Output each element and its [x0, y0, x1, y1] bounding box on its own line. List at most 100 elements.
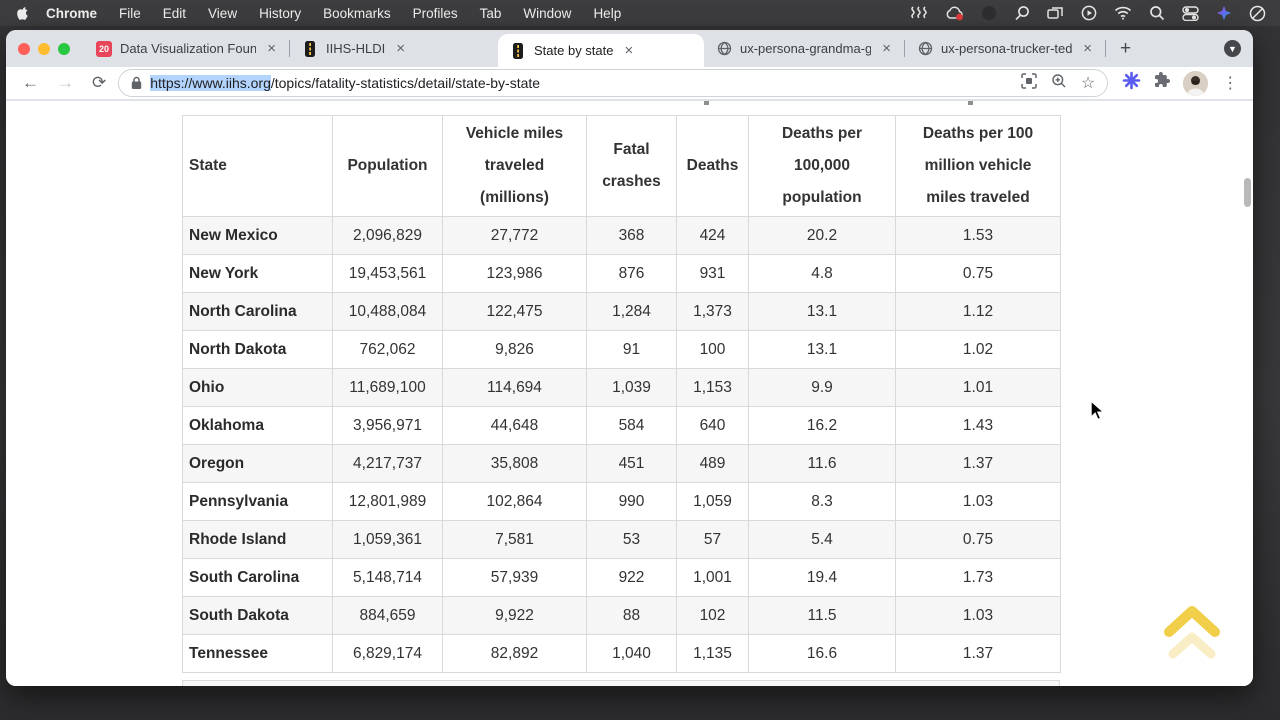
- zoom-window-button[interactable]: [58, 42, 70, 55]
- fatality-statistics-table: State Population Vehicle miles traveled …: [182, 115, 1061, 673]
- cell-deaths: 102: [676, 596, 749, 635]
- cell-vehicle-miles: 9,826: [442, 330, 587, 369]
- menu-tab[interactable]: Tab: [479, 5, 502, 21]
- cell-population: 2,096,829: [332, 216, 443, 255]
- scrollbar-thumb[interactable]: [1244, 178, 1251, 207]
- tab-separator: [289, 40, 290, 57]
- close-tab-icon[interactable]: ×: [1083, 40, 1092, 57]
- tab-iihs-hldi[interactable]: IIHS-HLDI ×: [290, 30, 498, 67]
- menu-help[interactable]: Help: [593, 5, 622, 21]
- cell-state: Oregon: [182, 444, 333, 483]
- cell-state: New York: [182, 254, 333, 293]
- cell-population: 19,453,561: [332, 254, 443, 293]
- play-circle-icon[interactable]: [1081, 5, 1097, 21]
- cell-state: Oklahoma: [182, 406, 333, 445]
- reload-button[interactable]: ⟳: [92, 73, 107, 92]
- raycast-icon[interactable]: [1216, 5, 1232, 21]
- cell-fatal-crashes: 451: [586, 444, 677, 483]
- cell-deaths-per-100k: 13.1: [748, 330, 896, 369]
- cell-deaths-per-100k: 16.6: [748, 634, 896, 673]
- tab-title: IIHS-HLDI: [326, 41, 386, 56]
- url-text[interactable]: https://www.iihs.org/topics/fatality-sta…: [150, 75, 540, 91]
- minimize-window-button[interactable]: [38, 42, 50, 55]
- cell-state: South Dakota: [182, 596, 333, 635]
- menu-edit[interactable]: Edit: [162, 5, 187, 21]
- back-button[interactable]: ←: [22, 73, 39, 92]
- spotlight-search-icon[interactable]: [1149, 5, 1165, 21]
- close-tab-icon[interactable]: ×: [624, 42, 634, 59]
- cell-vehicle-miles: 82,892: [442, 634, 587, 673]
- menu-history[interactable]: History: [259, 5, 302, 21]
- profile-avatar[interactable]: [1183, 70, 1209, 96]
- cell-fatal-crashes: 990: [586, 482, 677, 521]
- cell-population: 11,689,100: [332, 368, 443, 407]
- cell-deaths-per-100k: 13.1: [748, 292, 896, 331]
- cell-deaths: 100: [676, 330, 749, 369]
- cell-vehicle-miles: 102,864: [442, 482, 587, 521]
- header-vehicle-miles: Vehicle miles traveled (millions): [442, 115, 587, 217]
- cell-population: 5,148,714: [332, 558, 443, 597]
- table-row: North Dakota 762,062 9,826 91 100 13.1 1…: [182, 330, 1061, 369]
- cell-deaths-per-100k: 19.4: [748, 558, 896, 597]
- cell-vehicle-miles: 57,939: [442, 558, 587, 597]
- wavy-lines-icon[interactable]: [910, 5, 928, 21]
- cell-state: North Carolina: [182, 292, 333, 331]
- menu-bookmarks[interactable]: Bookmarks: [323, 5, 391, 21]
- new-tab-button[interactable]: +: [1120, 37, 1132, 59]
- address-bar-icons: ☆: [1021, 72, 1096, 94]
- tab-search-dropdown[interactable]: ▼: [1224, 40, 1241, 57]
- cell-state: North Dakota: [182, 330, 333, 369]
- globe-favicon: [716, 41, 732, 57]
- zoom-magnifier-icon[interactable]: [1014, 5, 1030, 21]
- apple-menu-icon[interactable]: [14, 5, 29, 22]
- close-tab-icon[interactable]: ×: [882, 40, 891, 57]
- close-tab-icon[interactable]: ×: [267, 40, 276, 57]
- creative-cloud-icon[interactable]: [945, 6, 964, 21]
- tab-title: State by state: [534, 43, 614, 58]
- cell-population: 3,956,971: [332, 406, 443, 445]
- tab-ux-persona-grandma[interactable]: ux-persona-grandma-gin ×: [704, 30, 904, 67]
- cell-fatal-crashes: 1,284: [586, 292, 677, 331]
- menu-file[interactable]: File: [119, 5, 141, 21]
- browser-toolbar: ← → ⟳ https://www.iihs.org/topics/fatali…: [6, 67, 1253, 101]
- road-favicon: [510, 42, 526, 59]
- menu-profiles[interactable]: Profiles: [412, 5, 458, 21]
- menu-chrome[interactable]: Chrome: [46, 5, 98, 21]
- extensions-puzzle-icon[interactable]: [1153, 71, 1171, 95]
- calendar-20-favicon: 20: [96, 40, 112, 57]
- page-content: State Population Vehicle miles traveled …: [6, 101, 1253, 686]
- back-to-top-button[interactable]: [1163, 602, 1221, 669]
- cell-vehicle-miles: 9,922: [442, 596, 587, 635]
- cell-fatal-crashes: 53: [586, 520, 677, 559]
- lock-icon[interactable]: [131, 76, 142, 90]
- tab-state-by-state[interactable]: State by state ×: [498, 34, 704, 67]
- wifi-icon[interactable]: [1114, 6, 1132, 20]
- tab-ux-persona-trucker[interactable]: ux-persona-trucker-ted ×: [905, 30, 1105, 67]
- tab-data-visualization[interactable]: 20 Data Visualization Founda ×: [84, 30, 289, 67]
- cell-deaths-per-100m: 0.75: [895, 254, 1061, 293]
- cell-vehicle-miles: 122,475: [442, 292, 587, 331]
- cell-deaths: 489: [676, 444, 749, 483]
- tab-strip: 20 Data Visualization Founda × IIHS-HLDI…: [6, 30, 1253, 67]
- cell-vehicle-miles: 35,808: [442, 444, 587, 483]
- screen-mirroring-icon[interactable]: [1047, 6, 1064, 20]
- dim-circle-icon[interactable]: [981, 5, 997, 21]
- lens-icon[interactable]: [1021, 72, 1037, 94]
- focus-dnd-icon[interactable]: [1249, 5, 1266, 22]
- control-center-icon[interactable]: [1182, 5, 1199, 21]
- cell-population: 884,659: [332, 596, 443, 635]
- cell-deaths-per-100k: 9.9: [748, 368, 896, 407]
- forward-button[interactable]: →: [57, 73, 74, 92]
- chrome-menu-icon[interactable]: ⋮: [1222, 75, 1239, 92]
- menu-window[interactable]: Window: [523, 5, 572, 21]
- cell-state: Ohio: [182, 368, 333, 407]
- cell-deaths: 1,001: [676, 558, 749, 597]
- zoom-in-page-icon[interactable]: [1051, 73, 1067, 94]
- menu-view[interactable]: View: [208, 5, 238, 21]
- address-bar[interactable]: https://www.iihs.org/topics/fatality-sta…: [118, 69, 1109, 97]
- cell-deaths-per-100m: 1.37: [895, 444, 1061, 483]
- close-window-button[interactable]: [18, 42, 30, 55]
- close-tab-icon[interactable]: ×: [396, 40, 405, 57]
- bookmark-star-icon[interactable]: ☆: [1080, 75, 1096, 92]
- extension-asterisk-icon[interactable]: [1122, 71, 1141, 95]
